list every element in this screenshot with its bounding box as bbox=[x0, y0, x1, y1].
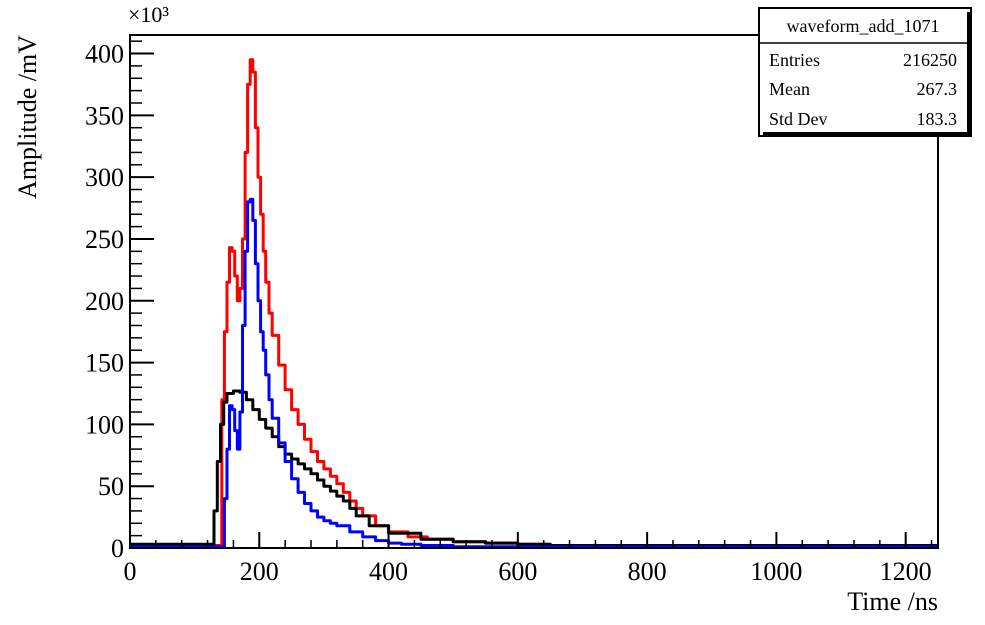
series-line-1 bbox=[130, 389, 938, 547]
x-tick-label-4: 800 bbox=[628, 557, 667, 586]
y-tick-label-1: 50 bbox=[98, 472, 124, 501]
x-tick-label-3: 600 bbox=[498, 557, 537, 586]
stats-stddev-label: Std Dev bbox=[769, 109, 828, 129]
x-tick-label-1: 200 bbox=[240, 557, 279, 586]
y-tick-label-2: 100 bbox=[85, 410, 124, 439]
stats-box: waveform_add_1071 Entries 216250 Mean 26… bbox=[758, 7, 972, 137]
x-tick-label-2: 400 bbox=[369, 557, 408, 586]
y-tick-label-6: 300 bbox=[85, 163, 124, 192]
stats-mean-label: Mean bbox=[769, 79, 810, 99]
x-tick-label-0: 0 bbox=[124, 557, 137, 586]
x-tick-label-5: 1000 bbox=[750, 557, 802, 586]
x-axis-label: Time /ns bbox=[847, 587, 938, 616]
plot-frame bbox=[129, 34, 939, 549]
stats-stddev-value: 183.3 bbox=[917, 109, 958, 129]
stats-box-shadow-bottom bbox=[763, 132, 971, 136]
y-multiplier: ×10³ bbox=[128, 2, 169, 27]
axes-layer: 0 200 400 600 800 1000 1200 0 50 100 150 200 250 300 3… bbox=[85, 40, 933, 586]
stats-box-shadow-right bbox=[967, 12, 971, 136]
stats-entries-label: Entries bbox=[769, 50, 820, 70]
y-axis-label: Amplitude /mV bbox=[13, 35, 42, 199]
y-tick-label-3: 150 bbox=[85, 349, 124, 378]
stats-entries-value: 216250 bbox=[903, 50, 957, 70]
x-tick-label-6: 1200 bbox=[880, 557, 932, 586]
y-tick-label-8: 400 bbox=[85, 40, 124, 69]
stats-box-frame bbox=[758, 7, 972, 137]
series-line-2 bbox=[130, 197, 938, 549]
y-tick-label-4: 200 bbox=[85, 287, 124, 316]
stats-mean-value: 267.3 bbox=[917, 79, 958, 99]
stats-title: waveform_add_1071 bbox=[787, 16, 940, 36]
y-tick-label-0: 0 bbox=[111, 534, 124, 563]
y-tick-label-5: 250 bbox=[85, 225, 124, 254]
y-tick-label-7: 350 bbox=[85, 101, 124, 130]
